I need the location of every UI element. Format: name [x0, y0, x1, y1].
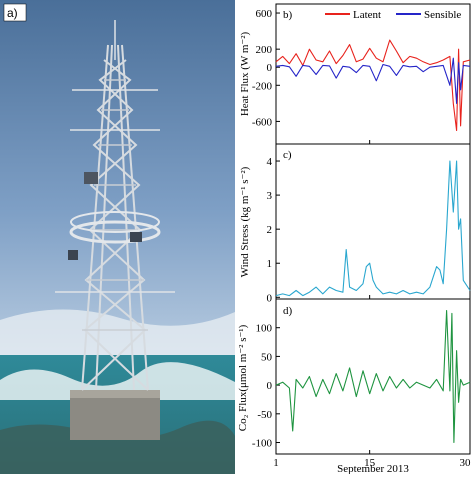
panel-b-label: b) — [283, 9, 293, 21]
panel-d-xticks: 1 15 30 — [273, 457, 471, 469]
legend-latent-label: Latent — [353, 9, 381, 21]
concrete-base — [70, 390, 160, 440]
panel-d-ylabel: Co₂ Flux(μmol m⁻² s⁻¹) — [237, 324, 249, 431]
solar-panel — [84, 172, 98, 184]
reef — [0, 420, 235, 474]
panel-c-ytick-label: 2 — [267, 224, 273, 236]
panel-c-ytick-label: 1 — [267, 258, 273, 270]
panel-d-series-0-line — [275, 309, 471, 444]
panel-d-ytick-label: -100 — [252, 438, 273, 450]
panel-d-series — [275, 309, 471, 444]
panel-b-ytick-label: 0 — [267, 62, 273, 74]
panel-b-series-latent-line — [275, 39, 471, 132]
panel-b-heat-flux: b) Heat Flux (W m⁻²) 600 200 0 -200 -600 Lat… — [239, 3, 471, 145]
panel-c-ytick-label: 4 — [267, 156, 273, 168]
panel-d-xlabel: September 2013 — [337, 463, 409, 474]
panel-c-ytick-label: 0 — [267, 292, 273, 304]
cloud — [0, 309, 235, 360]
panel-b-legend: Latent Sensible — [325, 9, 461, 21]
panel-b-ytick-label: 600 — [256, 8, 273, 20]
panel-c-series-0-line — [275, 160, 471, 297]
panel-d-ytick-label: 100 — [256, 323, 273, 335]
panel-d-ytick-label: 50 — [261, 351, 273, 363]
panel-b-ytick-label: -200 — [252, 80, 273, 92]
panel-d-label: d) — [283, 305, 293, 317]
panel-d-xtick-label: 1 — [273, 457, 279, 469]
photo-panel-label: a) — [7, 6, 18, 20]
platform-ring — [69, 220, 161, 244]
panel-d-xtick-label: 15 — [364, 457, 376, 469]
panel-c-ylabel: Wind Stress (kg m⁻¹ s⁻²) — [239, 166, 251, 277]
instrument-arms — [55, 20, 175, 293]
panel-d-ytick-label: -50 — [257, 409, 272, 421]
legend-sensible-label: Sensible — [424, 9, 461, 21]
panel-c-series — [275, 160, 471, 297]
tower-photo: a) — [0, 0, 235, 474]
panel-b-series — [275, 39, 471, 132]
panel-d-xtick-label: 30 — [460, 457, 472, 469]
panel-c-yticks: 0 1 2 3 4 — [267, 156, 471, 304]
panel-d-frame — [275, 298, 471, 455]
tower-photo-svg: a) — [0, 0, 235, 474]
panel-b-series-sensible-line — [275, 57, 471, 104]
panel-d-ytick-label: 0 — [267, 380, 273, 392]
panel-d-co2-flux: d) Co₂ Flux(μmol m⁻² s⁻¹) 100500-50-100 … — [237, 298, 471, 474]
panel-b-ytick-label: -600 — [252, 116, 273, 128]
panel-d-yticks: 100 50 0 -50 -100 — [252, 323, 471, 454]
panel-b-ytick-label: 200 — [256, 44, 273, 56]
panel-c-ytick-label: 3 — [267, 190, 273, 202]
panel-c-label: c) — [283, 149, 292, 161]
panel-b-yticks: 600 200 0 -200 -600 — [252, 8, 471, 144]
wave-foam — [0, 362, 235, 400]
panel-c-wind-stress: c) Wind Stress (kg m⁻¹ s⁻²) 0 1 2 3 4 — [239, 143, 471, 304]
panel-b-ylabel: Heat Flux (W m⁻²) — [239, 31, 251, 116]
